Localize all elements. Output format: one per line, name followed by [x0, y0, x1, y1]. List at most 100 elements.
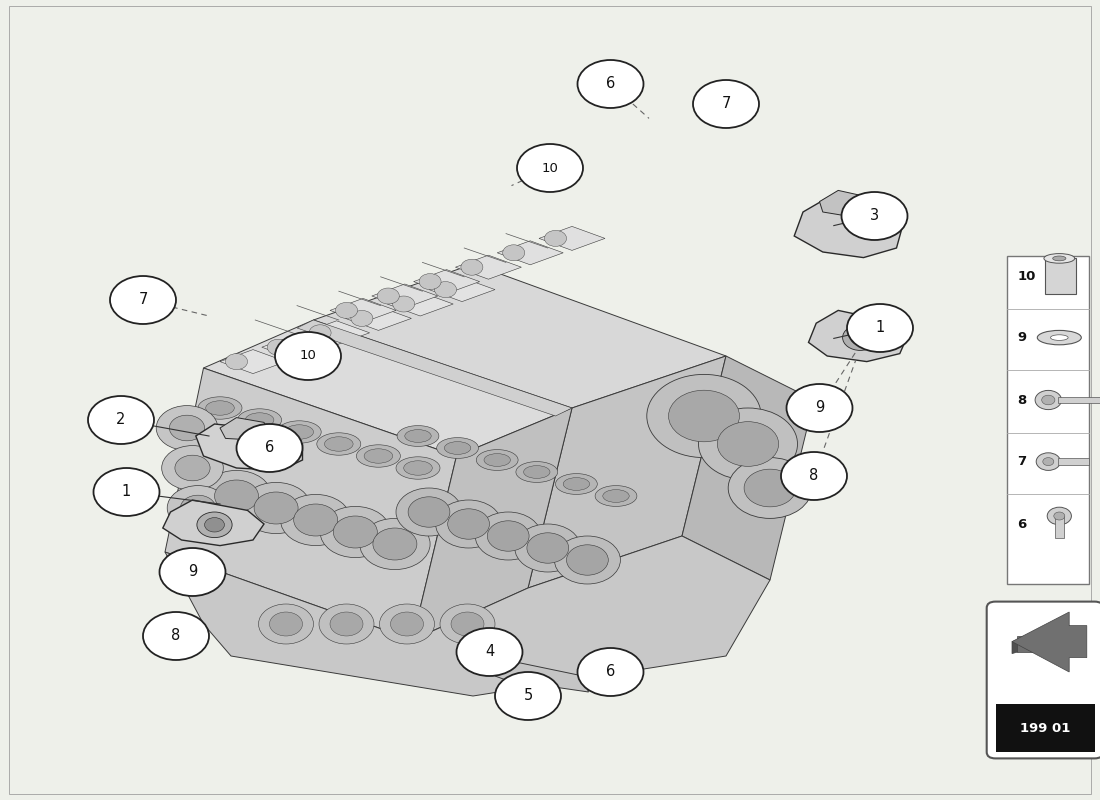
Polygon shape [1012, 626, 1069, 654]
Text: 199 01: 199 01 [1020, 722, 1070, 734]
Circle shape [544, 230, 566, 246]
Polygon shape [820, 190, 869, 216]
Ellipse shape [476, 450, 518, 470]
Polygon shape [1018, 636, 1067, 652]
Circle shape [517, 144, 583, 192]
Circle shape [522, 677, 549, 696]
Circle shape [94, 468, 160, 516]
Ellipse shape [206, 401, 234, 415]
Circle shape [254, 492, 298, 524]
Text: 9: 9 [1018, 331, 1026, 344]
Polygon shape [220, 418, 270, 440]
Ellipse shape [1053, 256, 1066, 261]
Ellipse shape [524, 466, 550, 478]
Ellipse shape [603, 490, 629, 502]
Circle shape [226, 354, 248, 370]
Text: 6: 6 [1018, 518, 1026, 530]
Circle shape [554, 536, 620, 584]
FancyBboxPatch shape [1045, 258, 1076, 294]
Text: 1: 1 [876, 321, 884, 335]
Circle shape [487, 521, 529, 551]
Circle shape [566, 545, 608, 575]
Circle shape [693, 80, 759, 128]
Text: 8: 8 [172, 629, 180, 643]
Circle shape [843, 325, 878, 350]
Polygon shape [165, 536, 770, 696]
Text: 1: 1 [122, 485, 131, 499]
Polygon shape [345, 306, 411, 330]
FancyBboxPatch shape [1055, 516, 1064, 538]
Circle shape [162, 446, 223, 490]
Ellipse shape [364, 449, 393, 463]
Text: 6: 6 [606, 77, 615, 91]
FancyBboxPatch shape [987, 602, 1100, 758]
Circle shape [495, 672, 561, 720]
Circle shape [419, 274, 441, 290]
Ellipse shape [516, 462, 558, 482]
Circle shape [267, 339, 289, 355]
Circle shape [698, 408, 798, 480]
Ellipse shape [245, 413, 274, 427]
Text: 5: 5 [524, 689, 532, 703]
Circle shape [475, 512, 541, 560]
FancyBboxPatch shape [1058, 458, 1089, 465]
Circle shape [451, 612, 484, 636]
Ellipse shape [356, 445, 400, 467]
Circle shape [578, 60, 644, 108]
Ellipse shape [396, 457, 440, 479]
Circle shape [578, 648, 644, 696]
Circle shape [1047, 507, 1071, 525]
Ellipse shape [198, 397, 242, 419]
Circle shape [294, 504, 338, 536]
Circle shape [336, 302, 358, 318]
Circle shape [440, 604, 495, 644]
Ellipse shape [437, 438, 478, 458]
Polygon shape [414, 270, 480, 294]
Text: 2: 2 [117, 413, 125, 427]
Circle shape [270, 612, 302, 636]
Ellipse shape [404, 461, 432, 475]
Text: 10: 10 [541, 162, 559, 174]
Ellipse shape [285, 425, 314, 439]
Text: 7: 7 [139, 293, 147, 307]
Polygon shape [412, 408, 572, 640]
Circle shape [333, 516, 377, 548]
Circle shape [360, 518, 430, 570]
Circle shape [434, 282, 456, 298]
Circle shape [1042, 395, 1055, 405]
Polygon shape [297, 320, 572, 416]
Circle shape [330, 612, 363, 636]
Circle shape [379, 604, 434, 644]
Text: 6: 6 [265, 441, 274, 455]
Ellipse shape [317, 433, 361, 455]
Polygon shape [163, 500, 264, 546]
Circle shape [527, 533, 569, 563]
Text: 8: 8 [1018, 394, 1026, 406]
Circle shape [201, 470, 272, 522]
Circle shape [241, 482, 311, 534]
Circle shape [847, 304, 913, 352]
Polygon shape [304, 321, 370, 345]
Ellipse shape [397, 426, 439, 446]
Text: 10: 10 [299, 350, 317, 362]
Circle shape [197, 512, 232, 538]
Polygon shape [262, 335, 328, 359]
Polygon shape [314, 264, 726, 408]
Circle shape [1054, 512, 1065, 520]
Circle shape [717, 422, 779, 466]
Circle shape [319, 604, 374, 644]
Ellipse shape [563, 478, 590, 490]
Circle shape [377, 288, 399, 304]
Ellipse shape [444, 442, 471, 454]
Circle shape [1035, 390, 1062, 410]
Circle shape [503, 245, 525, 261]
Polygon shape [808, 310, 908, 362]
Circle shape [669, 390, 739, 442]
Circle shape [461, 259, 483, 275]
Polygon shape [330, 298, 396, 322]
Circle shape [320, 506, 390, 558]
Circle shape [175, 455, 210, 481]
Circle shape [160, 548, 226, 596]
Circle shape [110, 276, 176, 324]
Circle shape [850, 330, 870, 345]
